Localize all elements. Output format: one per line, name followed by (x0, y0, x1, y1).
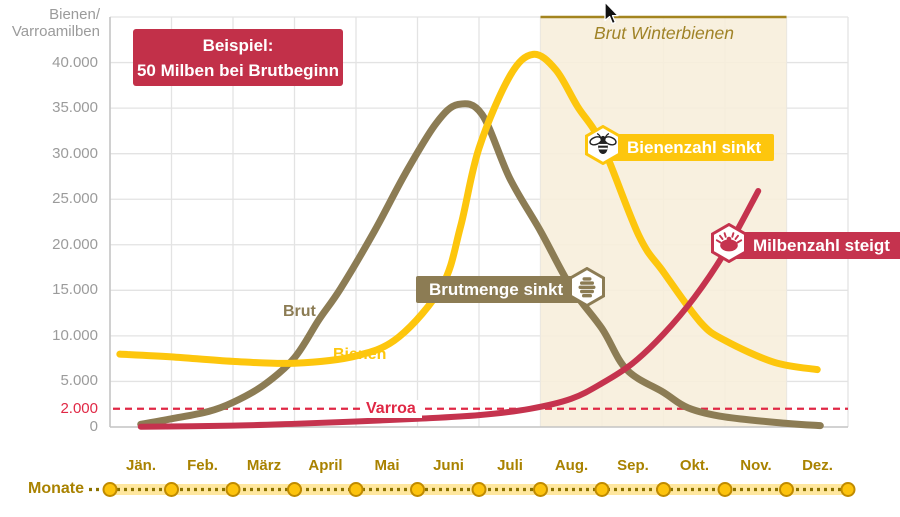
month-marker (102, 482, 118, 497)
month-marker (287, 482, 302, 497)
bienen-curve (116, 50, 821, 374)
month-marker (779, 482, 794, 497)
month-marker (348, 482, 364, 497)
winter-brood-region (540, 17, 787, 427)
month-marker (656, 482, 671, 497)
month-marker (225, 482, 241, 497)
brut-curve (137, 100, 824, 430)
month-marker (410, 482, 425, 497)
varroa-curve (137, 188, 762, 430)
month-marker (533, 482, 548, 497)
month-marker (840, 482, 856, 497)
month-marker (471, 482, 487, 497)
month-marker (594, 482, 610, 497)
month-marker (164, 482, 179, 497)
month-marker (717, 482, 733, 497)
